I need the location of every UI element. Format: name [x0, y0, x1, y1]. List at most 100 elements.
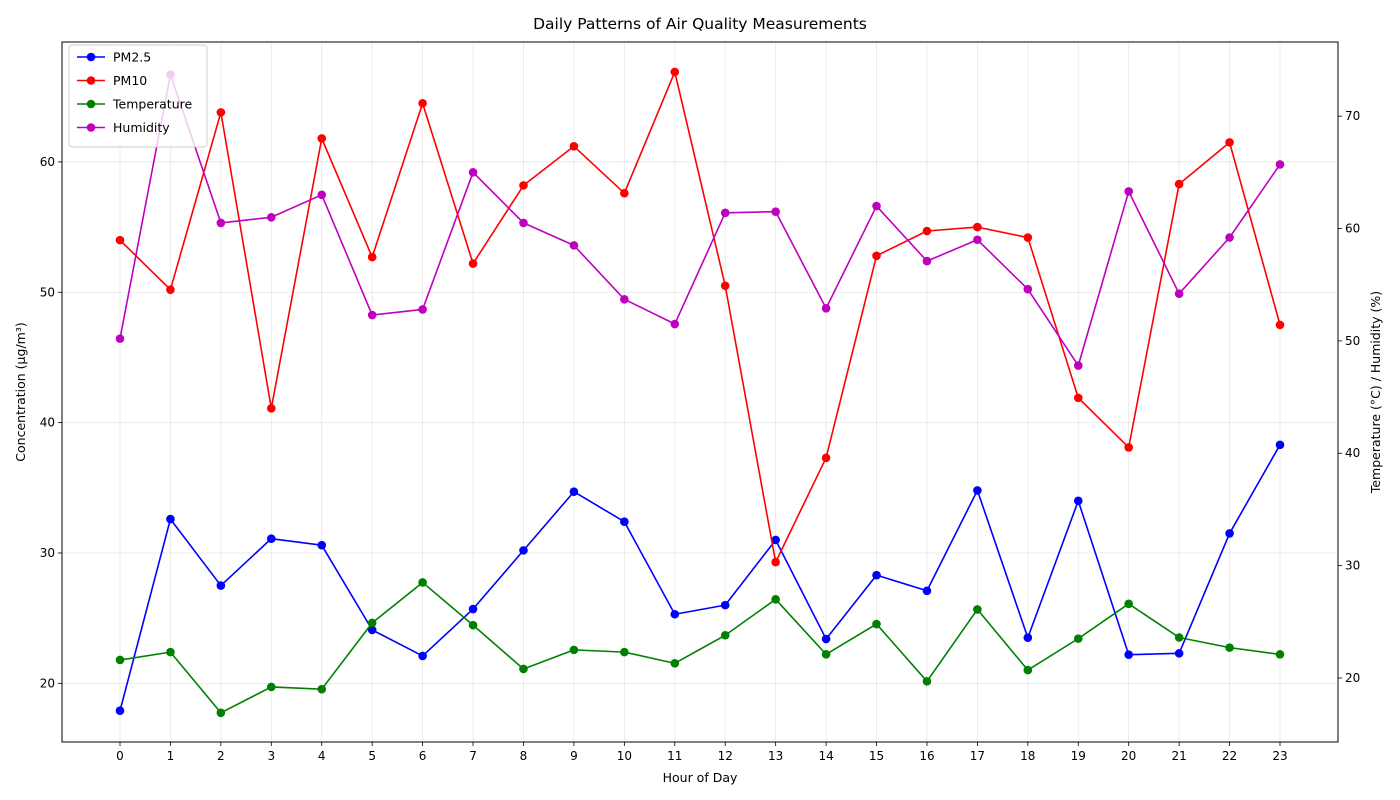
data-point-pm2-5 [519, 546, 528, 555]
data-point-pm2-5 [973, 486, 982, 495]
data-point-pm2-5 [872, 570, 881, 580]
data-point-temperature [115, 655, 125, 665]
data-point-pm10 [519, 181, 528, 190]
data-point-humidity [267, 212, 276, 222]
data-point-temperature [670, 659, 680, 668]
legend-box [68, 44, 208, 148]
data-point-humidity [468, 168, 478, 177]
data-point-temperature [468, 620, 478, 630]
data-point-humidity [670, 319, 680, 329]
data-point-temperature [1225, 643, 1234, 652]
data-point-pm10 [973, 222, 982, 232]
series-line-temperature [119, 581, 1281, 714]
data-point-pm2-5 [1073, 496, 1083, 506]
data-point-humidity [973, 235, 982, 245]
x-axis: 0 1 2 3 4 5 6 7 8 9 10 11 12 13 14 15 16 17 18 19 20 21 22 23 [116, 742, 1288, 763]
legend-label: Temperature [112, 97, 192, 112]
series-line-pm2-5 [119, 444, 1281, 711]
data-point-humidity [367, 310, 377, 320]
data-point-pm2-5 [166, 514, 175, 524]
x-tick-label: 12 [718, 749, 733, 763]
data-point-pm2-5 [1275, 440, 1285, 450]
data-point-humidity [317, 190, 327, 200]
data-point-temperature [267, 682, 276, 692]
data-point-pm2-5 [569, 487, 579, 497]
data-point-temperature [620, 647, 629, 657]
series-line-humidity [119, 73, 1281, 367]
x-tick-label: 5 [368, 749, 376, 763]
x-tick-label: 15 [869, 749, 884, 763]
data-point-temperature [317, 684, 327, 694]
y-tick-label-right: 70 [1345, 109, 1360, 123]
data-point-temperature [569, 645, 579, 655]
x-tick-label: 22 [1222, 749, 1237, 763]
data-point-pm10 [1124, 443, 1133, 452]
data-point-pm2-5 [367, 625, 377, 635]
x-tick-label: 17 [970, 749, 985, 763]
data-point-pm10 [872, 251, 881, 261]
chart-title: Daily Patterns of Air Quality Measuremen… [533, 15, 867, 33]
data-point-humidity [720, 208, 730, 218]
y-tick-label-left: 50 [40, 285, 55, 299]
data-point-pm2-5 [922, 586, 932, 596]
series-temperature [115, 578, 1285, 718]
y-axis-left: 20 30 40 50 60 [40, 155, 62, 690]
data-point-pm10 [418, 98, 427, 108]
data-point-pm10 [620, 188, 629, 198]
data-point-temperature [1275, 650, 1285, 659]
data-point-pm2-5 [771, 535, 780, 545]
series-humidity [115, 70, 1285, 370]
series-line-pm10 [119, 71, 1281, 563]
data-point-humidity [519, 218, 528, 228]
data-point-pm2-5 [267, 534, 276, 543]
legend-marker [86, 123, 96, 132]
y-tick-label-left: 20 [40, 676, 55, 690]
legend-marker [86, 52, 96, 62]
y-tick-label-left: 30 [40, 546, 55, 560]
plot-frame [61, 41, 1339, 743]
x-axis-label: Hour of Day [663, 770, 738, 785]
data-point-pm10 [468, 259, 478, 268]
data-point-humidity [771, 207, 780, 216]
data-point-pm2-5 [468, 604, 478, 614]
data-point-pm10 [267, 403, 276, 413]
x-tick-label: 2 [217, 749, 225, 763]
series-layer [115, 67, 1285, 718]
x-tick-label: 7 [469, 749, 477, 763]
data-point-humidity [821, 303, 831, 313]
y-tick-label-right: 50 [1345, 334, 1360, 348]
data-point-pm2-5 [1124, 650, 1133, 659]
data-point-pm10 [1225, 138, 1234, 147]
x-tick-label: 16 [919, 749, 934, 763]
legend-marker [86, 99, 96, 109]
y-axis-label-left: Concentration (μg/m³) [13, 322, 28, 461]
data-point-pm10 [1023, 233, 1033, 242]
x-tick-label: 9 [570, 749, 578, 763]
data-point-humidity [1275, 160, 1285, 169]
data-point-humidity [922, 256, 932, 266]
data-point-humidity [1225, 233, 1234, 242]
y-axis-label-right: Temperature (°C) / Humidity (%) [1368, 291, 1383, 494]
data-point-humidity [569, 241, 579, 250]
legend-item-pm2-5: PM2.5 [77, 50, 151, 65]
y-tick-label-left: 40 [40, 416, 55, 430]
data-point-temperature [367, 618, 377, 628]
data-point-pm10 [166, 285, 175, 294]
y-tick-label-right: 40 [1345, 446, 1360, 460]
data-point-temperature [1073, 634, 1083, 643]
x-tick-label: 19 [1071, 749, 1086, 763]
data-point-pm10 [569, 141, 579, 151]
legend-item-temperature: Temperature [77, 97, 192, 112]
x-tick-label: 6 [419, 749, 427, 763]
x-tick-label: 23 [1272, 749, 1287, 763]
data-point-temperature [821, 650, 831, 659]
data-point-temperature [1124, 599, 1133, 609]
y-tick-label-right: 20 [1345, 671, 1360, 685]
x-tick-label: 14 [818, 749, 833, 763]
data-point-humidity [1073, 361, 1083, 370]
data-point-humidity [115, 334, 125, 343]
data-point-pm10 [1073, 393, 1083, 403]
x-tick-label: 8 [520, 749, 528, 763]
